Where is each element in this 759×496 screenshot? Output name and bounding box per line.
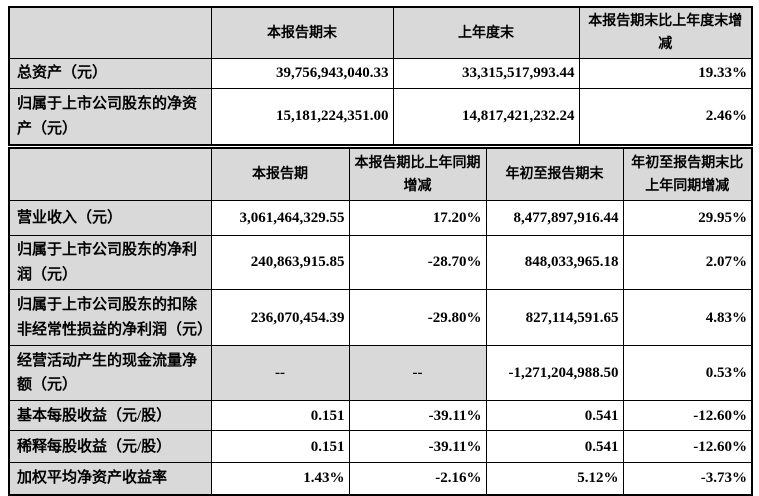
value-cell: 2.07%: [622, 234, 753, 291]
column-header-ytd-yoy-change: 年初至报告期末比上年同期增减: [622, 147, 753, 201]
balance-snapshot-table: 本报告期末 上年度末 本报告期末比上年度末增减 总资产（元） 39,756,94…: [8, 6, 753, 147]
value-cell: 39,756,943,040.33: [210, 58, 394, 89]
value-cell: 2.46%: [578, 87, 753, 146]
row-label: 经营活动产生的现金流量净额（元）: [8, 345, 212, 402]
financial-summary: 本报告期末 上年度末 本报告期末比上年度末增减 总资产（元） 39,756,94…: [8, 6, 753, 496]
value-cell: 240,863,915.85: [210, 234, 350, 291]
value-cell: -28.70%: [348, 234, 487, 291]
value-cell: 33,315,517,993.44: [392, 58, 580, 89]
column-header-year-to-date: 年初至报告期末: [485, 147, 624, 201]
row-label: 营业收入（元）: [8, 199, 212, 236]
value-cell: -12.60%: [622, 430, 753, 464]
value-cell-na: --: [210, 345, 350, 402]
value-cell: -2.16%: [348, 462, 487, 496]
value-cell: 15,181,224,351.00: [210, 87, 394, 146]
table-header-row: 本报告期 本报告期比上年同期增减 年初至报告期末 年初至报告期末比上年同期增减: [8, 147, 753, 201]
value-cell: 827,114,591.65: [485, 289, 624, 347]
value-cell: 19.33%: [578, 58, 753, 89]
corner-header-cell: [8, 147, 212, 201]
column-header-change-vs-prior-year-end: 本报告期末比上年度末增减: [578, 6, 753, 60]
table-row-diluted-eps: 稀释每股收益（元/股） 0.151 -39.11% 0.541 -12.60%: [8, 430, 753, 464]
table-row-operating-cash-flow: 经营活动产生的现金流量净额（元） -- -- -1,271,204,988.50…: [8, 345, 753, 402]
column-header-prior-year-end: 上年度末: [392, 6, 580, 60]
value-cell: -3.73%: [622, 462, 753, 496]
value-cell: 3,061,464,329.55: [210, 199, 350, 236]
column-header-period-yoy-change: 本报告期比上年同期增减: [348, 147, 487, 201]
column-header-current-period: 本报告期: [210, 147, 350, 201]
table-row-net-profit-excl-nonrecurring: 归属于上市公司股东的扣除非经常性损益的净利润（元） 236,070,454.39…: [8, 289, 753, 347]
period-metrics-table: 本报告期 本报告期比上年同期增减 年初至报告期末 年初至报告期末比上年同期增减 …: [8, 147, 753, 496]
value-cell: 14,817,421,232.24: [392, 87, 580, 146]
row-label: 归属于上市公司股东的净资产（元）: [8, 87, 212, 146]
value-cell: -29.80%: [348, 289, 487, 347]
row-label: 基本每股收益（元/股）: [8, 400, 212, 432]
value-cell: -39.11%: [348, 400, 487, 432]
table-header-row: 本报告期末 上年度末 本报告期末比上年度末增减: [8, 6, 753, 60]
value-cell: 8,477,897,916.44: [485, 199, 624, 236]
value-cell: -39.11%: [348, 430, 487, 464]
value-cell: 4.83%: [622, 289, 753, 347]
value-cell: 0.53%: [622, 345, 753, 402]
value-cell: 1.43%: [210, 462, 350, 496]
value-cell-na: --: [348, 345, 487, 402]
row-label: 归属于上市公司股东的扣除非经常性损益的净利润（元）: [8, 289, 212, 347]
value-cell: -1,271,204,988.50: [485, 345, 624, 402]
value-cell: 848,033,965.18: [485, 234, 624, 291]
row-label: 稀释每股收益（元/股）: [8, 430, 212, 464]
value-cell: 0.541: [485, 430, 624, 464]
value-cell: 17.20%: [348, 199, 487, 236]
table-row-basic-eps: 基本每股收益（元/股） 0.151 -39.11% 0.541 -12.60%: [8, 400, 753, 432]
table-row-net-profit: 归属于上市公司股东的净利润（元） 240,863,915.85 -28.70% …: [8, 234, 753, 291]
corner-header-cell: [8, 6, 212, 60]
row-label: 归属于上市公司股东的净利润（元）: [8, 234, 212, 291]
table-row-operating-revenue: 营业收入（元） 3,061,464,329.55 17.20% 8,477,89…: [8, 199, 753, 236]
value-cell: 0.151: [210, 430, 350, 464]
table-row-total-assets: 总资产（元） 39,756,943,040.33 33,315,517,993.…: [8, 58, 753, 89]
column-header-current-period-end: 本报告期末: [210, 6, 394, 60]
value-cell: -12.60%: [622, 400, 753, 432]
row-label: 加权平均净资产收益率: [8, 462, 212, 496]
value-cell: 0.541: [485, 400, 624, 432]
value-cell: 5.12%: [485, 462, 624, 496]
row-label: 总资产（元）: [8, 58, 212, 89]
value-cell: 29.95%: [622, 199, 753, 236]
value-cell: 236,070,454.39: [210, 289, 350, 347]
table-row-weighted-avg-roe: 加权平均净资产收益率 1.43% -2.16% 5.12% -3.73%: [8, 462, 753, 496]
value-cell: 0.151: [210, 400, 350, 432]
table-row-net-assets: 归属于上市公司股东的净资产（元） 15,181,224,351.00 14,81…: [8, 87, 753, 146]
